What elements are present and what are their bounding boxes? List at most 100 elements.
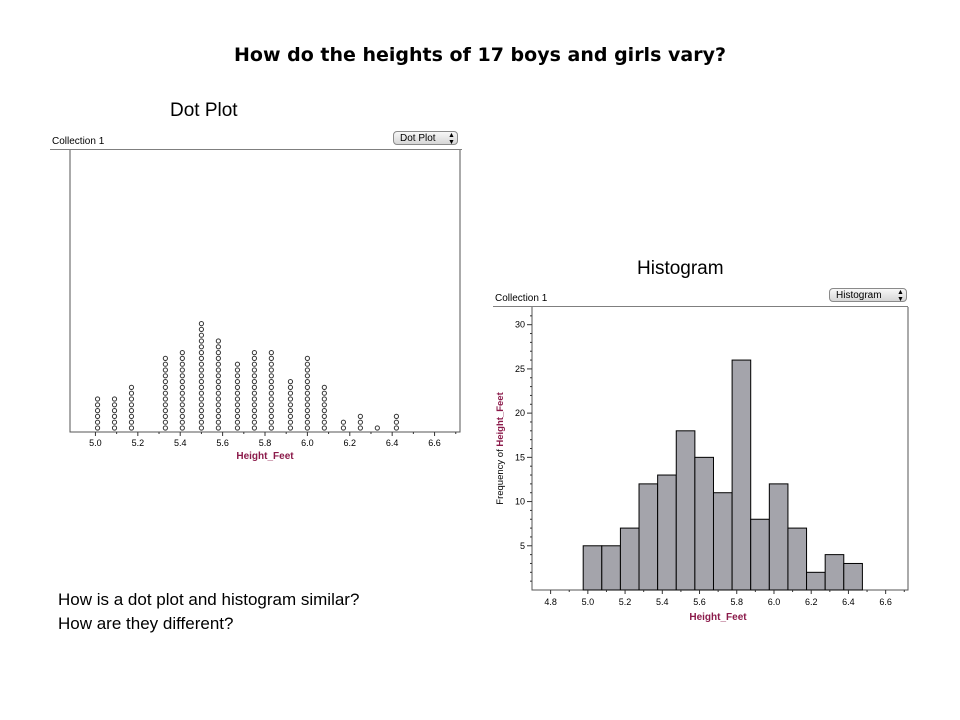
x-tick-label: 5.6 [216, 438, 229, 448]
x-axis-label: Height_Feet [236, 451, 294, 462]
data-dot [198, 321, 205, 327]
data-dot [304, 408, 310, 414]
data-dot [268, 419, 274, 425]
data-dot [287, 384, 294, 390]
data-dot [268, 390, 274, 396]
y-axis-label-variable: Height_Feet [495, 391, 506, 446]
data-dot [215, 373, 221, 379]
data-dot [162, 373, 168, 379]
data-dot [321, 390, 327, 396]
data-dot [162, 367, 168, 373]
data-dot [94, 396, 101, 402]
data-dot [215, 390, 221, 396]
data-dot [198, 367, 205, 373]
data-dot [111, 413, 118, 419]
dot-plot-selector-label: Dot Plot [400, 133, 436, 144]
data-dot [304, 367, 310, 373]
data-dot [179, 350, 185, 356]
data-dot [321, 402, 327, 408]
data-dot [215, 344, 221, 350]
histogram-collection-label: Collection 1 [495, 293, 548, 304]
x-tick-label: 6.6 [428, 438, 441, 448]
data-dot [94, 408, 101, 414]
data-dot [268, 413, 274, 419]
dot-plot-display-selector[interactable]: Dot Plot ▲ ▼ [393, 131, 458, 146]
data-dot [234, 402, 241, 408]
x-tick-label: 4.8 [544, 597, 557, 607]
data-dot [268, 367, 274, 373]
up-down-arrows-icon: ▲ ▼ [448, 132, 455, 146]
x-tick-label: 6.4 [386, 438, 399, 448]
data-dot [268, 350, 274, 356]
question-different: How are they different? [58, 614, 234, 633]
data-dot [251, 355, 258, 361]
data-dot [198, 344, 205, 350]
data-dot [215, 408, 221, 414]
histogram-selector-label: Histogram [836, 290, 882, 301]
histogram-header-rule [493, 306, 908, 307]
histogram-bar [694, 456, 714, 591]
dot-plot-header-rule [50, 149, 462, 150]
data-dot [321, 413, 327, 419]
data-dot [179, 396, 185, 402]
data-dot [162, 379, 168, 385]
x-tick-label: 5.4 [656, 597, 669, 607]
data-dot [393, 425, 400, 431]
data-dot [251, 425, 258, 431]
histogram-bar [638, 483, 659, 591]
histogram-bar [750, 518, 770, 591]
data-dot [198, 350, 205, 356]
data-dot [304, 379, 310, 385]
x-tick-label: 5.8 [730, 597, 743, 607]
data-dot [128, 402, 135, 408]
data-dot [215, 367, 221, 373]
data-dot [268, 408, 274, 414]
data-dot [94, 402, 101, 408]
data-dot [111, 425, 118, 431]
x-tick-label: 5.0 [89, 438, 102, 448]
data-dot [128, 384, 135, 390]
data-dot [287, 396, 294, 402]
data-dot [251, 390, 258, 396]
data-dot [179, 355, 185, 361]
data-dot [393, 419, 400, 425]
data-dot [287, 390, 294, 396]
data-dot [111, 402, 118, 408]
histogram-bar [787, 527, 808, 591]
histogram-display-selector[interactable]: Histogram ▲ ▼ [829, 288, 907, 303]
data-dot [268, 379, 274, 385]
data-dot [215, 379, 221, 385]
data-dot [304, 355, 310, 361]
data-dot [357, 419, 363, 425]
data-dot [179, 361, 185, 367]
histogram-bar [675, 430, 696, 591]
dot-plot-caption: Dot Plot [170, 100, 238, 121]
data-dot [198, 390, 205, 396]
y-tick-label: 15 [515, 452, 525, 462]
data-dot [251, 373, 258, 379]
data-dot [198, 402, 205, 408]
data-dot [94, 413, 101, 419]
y-axis-label-prefix: Frequency of [495, 447, 506, 505]
histogram-bar [657, 474, 677, 591]
data-dot [268, 402, 274, 408]
data-dot [321, 396, 327, 402]
x-tick-label: 6.6 [879, 597, 892, 607]
data-dot [374, 425, 380, 431]
y-tick-label: 25 [515, 364, 525, 374]
data-dot [215, 419, 221, 425]
data-dot [128, 413, 135, 419]
dot-plot-collection-label: Collection 1 [52, 136, 105, 147]
data-dot [162, 361, 168, 367]
data-dot [198, 361, 205, 367]
data-dot [251, 402, 258, 408]
data-dot [268, 361, 274, 367]
x-tick-label: 5.0 [582, 597, 595, 607]
data-dot [162, 413, 168, 419]
data-dot [251, 379, 258, 385]
data-dot [321, 408, 327, 414]
data-dot [128, 390, 135, 396]
data-dot [287, 402, 294, 408]
